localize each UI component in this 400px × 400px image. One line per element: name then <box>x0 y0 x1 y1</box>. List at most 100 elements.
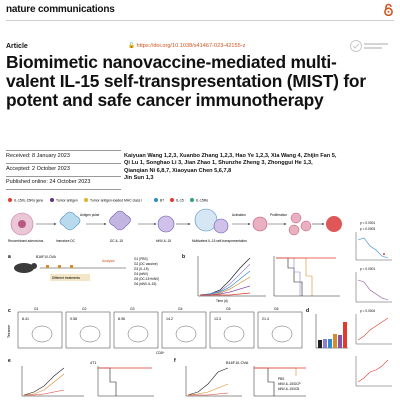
antigen-legend-icon <box>50 198 54 202</box>
panel-e-title: 4T1 <box>90 361 97 365</box>
flow-value: 13.3 <box>214 317 221 321</box>
series-g6 <box>200 292 251 296</box>
il15-legend-icon <box>170 198 174 202</box>
panel-letter-d: d <box>306 308 309 314</box>
panel-c-xlabel: CD8⁺ <box>156 351 165 355</box>
doi-text[interactable]: https://doi.org/10.1038/s41467-023-42155… <box>136 43 246 49</box>
flow-plot-g4: G4 14.2 <box>161 307 207 349</box>
meta-divider <box>6 176 121 177</box>
bar-g4 <box>333 334 337 348</box>
panel-b: b Time (d) <box>182 254 340 303</box>
panel-letter-e: e <box>8 358 11 364</box>
meta-divider <box>6 189 121 190</box>
panel-a-treatment: Different treatments <box>52 276 80 280</box>
panel-letter-b: b <box>182 254 185 260</box>
dose-marker <box>70 265 73 268</box>
flow-value: 8.41 <box>22 317 29 321</box>
author-line[interactable]: Jin Sun 1,3 <box>124 175 154 182</box>
panel-f: f B16F10-OVA PBS biNV-IL-15/DCP biNV-IL-… <box>174 358 306 397</box>
panel-f-legend: biNV-IL-15/ICB <box>278 387 299 391</box>
side-stat: p = 0.0003 <box>360 227 375 231</box>
open-access-icon[interactable] <box>383 3 394 16</box>
dose-marker <box>46 265 49 268</box>
tumor-cell <box>326 216 342 232</box>
meta-divider <box>6 163 121 164</box>
legend-g3: G3 (IL-15) <box>134 267 149 271</box>
panel-b-legend: G1 (PBS) G2 (DC vaccine) G3 (IL-15) G4 (… <box>134 257 159 286</box>
panel-letter-f: f <box>174 358 176 364</box>
panel-letter-c: c <box>8 308 11 314</box>
meta-divider <box>6 150 121 151</box>
panel-c-ylabel: Tetramer <box>7 324 11 338</box>
series-g2 <box>199 263 251 296</box>
schematic-label: biNV-IL-15 <box>156 239 171 243</box>
legend-g4: G4 (biNV) <box>134 272 148 276</box>
panel-c: c Tetramer G1 8.41 G2 9.58 G3 8.96 G4 14… <box>7 307 303 355</box>
panel-f-title: B16F10-OVA <box>226 361 249 365</box>
side-stat: p = 0.0001 <box>360 267 375 271</box>
legend-g5: G5 (DC-15+biNV) <box>134 277 159 281</box>
title-line-3: potent and safe cancer immunotherapy <box>6 90 324 110</box>
flow-plot-g5: G5 13.3 <box>209 307 255 349</box>
schematic-label: Antigen pulse <box>80 213 100 217</box>
flow-plot-g2: G2 9.58 <box>65 307 111 349</box>
adenovirus-core <box>18 220 26 228</box>
flow-group: G1 <box>34 307 39 311</box>
panel-b-xlabel: Time (d) <box>216 299 228 303</box>
journal-name[interactable]: nature communications <box>6 4 115 15</box>
schematic-label: DC-IL-15 <box>110 239 123 243</box>
author-line[interactable]: Kaiyuan Wang 1,2,3, Xuanbo Zhang 1,2,3, … <box>124 153 337 159</box>
immature-dc-cell <box>59 211 81 231</box>
survival-g1 <box>276 257 303 296</box>
side-stat: p = 0.0004 <box>360 309 375 313</box>
legend-il15: IL-15 <box>176 199 184 203</box>
author-line[interactable]: Qi Lu 1, Songhao Li 3, Jian Zhao 1, Shun… <box>124 160 313 167</box>
flow-value: 9.58 <box>70 317 77 321</box>
check-for-updates-icon[interactable] <box>350 38 390 54</box>
proliferated-cell <box>290 212 302 224</box>
flow-group: G4 <box>178 307 183 311</box>
panel-letter-a: a <box>8 254 11 260</box>
flow-group: G3 <box>130 307 135 311</box>
accepted-date: Accepted: 2 October 2023 <box>6 166 70 172</box>
panel-f-legend: PBS <box>278 377 284 381</box>
schematic-label: Multivalent IL-15 self-transpresentation <box>192 239 247 243</box>
gene-legend-icon <box>8 198 12 202</box>
flow-value: 8.96 <box>118 317 125 321</box>
bar-g3 <box>328 339 332 348</box>
flow-value: 14.2 <box>166 317 173 321</box>
treatment-box <box>50 274 90 281</box>
il15ra-legend-icon <box>190 198 194 202</box>
panel-f-legend: biNV-IL-15/DCP <box>278 382 301 386</box>
schematic-label: Immature DC <box>56 239 76 243</box>
flow-value: 21.4 <box>262 317 269 321</box>
series-g3 <box>199 270 251 296</box>
schematic-label: Proliferation <box>270 213 287 217</box>
bar-g6 <box>343 322 347 348</box>
b7-legend-icon <box>154 198 158 202</box>
bar-g1 <box>318 340 322 348</box>
title-line-1: Biomimetic nanovaccine-mediated multi- <box>6 52 337 72</box>
flow-plot-g6: G6 21.4 <box>257 307 303 349</box>
author-line[interactable]: Qianqian Ni 6,8,7, Xiaoyuan Chen 5,6,7,8 <box>124 167 232 174</box>
title-line-2: valent IL-15 self-transpresentation (MIS… <box>6 71 366 91</box>
bar-g5 <box>338 335 342 348</box>
mouse-head-icon <box>31 263 37 269</box>
panel-d: d <box>306 308 348 349</box>
legend-g6: G6 (biNV-IL-15) <box>134 282 156 286</box>
t-cell <box>194 208 218 232</box>
article-title: Biomimetic nanovaccine-mediated multi- v… <box>6 53 394 110</box>
schematic-legend: IL-15/IL-15Rα gene Tumor antigen Tumor a… <box>8 198 208 203</box>
flow-plot-g1: G1 8.41 <box>17 307 63 349</box>
proliferated-cell <box>300 220 312 232</box>
flow-group: G6 <box>274 307 279 311</box>
mhc-legend-icon <box>84 198 88 202</box>
panel-a: a B16F10-OVA Analysis Different treatmen… <box>8 254 126 281</box>
flow-group: G2 <box>82 307 87 311</box>
panel-e: e 4T1 <box>8 358 154 397</box>
panel-a-label: B16F10-OVA <box>36 255 57 259</box>
side-stat: p < 0.0001 <box>360 221 375 225</box>
dc-il15-cell <box>109 210 131 231</box>
doi-link[interactable]: 🔓 https://doi.org/10.1038/s41467-023-421… <box>128 43 245 49</box>
doi-lock-icon: 🔓 <box>128 43 137 49</box>
